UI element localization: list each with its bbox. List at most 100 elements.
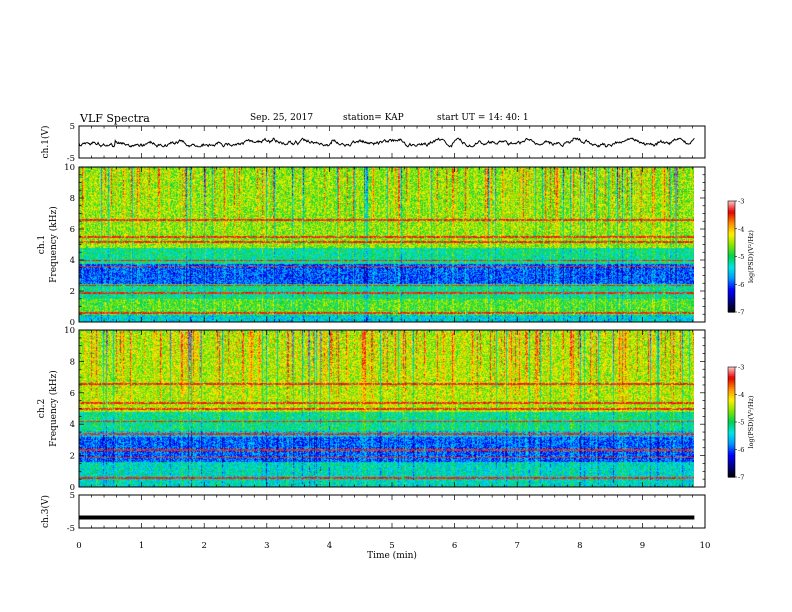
colorbar-segment: [728, 280, 735, 283]
colorbar-segment: [728, 238, 735, 241]
colorbar-segment: [728, 308, 735, 311]
colorbar-segment: [728, 379, 735, 383]
colorbar-segment: [728, 239, 735, 243]
colorbar-segment: [728, 370, 735, 374]
colorbar-segment: [728, 208, 735, 211]
colorbar-segment: [728, 306, 735, 309]
colorbar-segment: [728, 241, 735, 245]
colorbar-segment: [728, 250, 735, 254]
colorbar-segment: [728, 278, 735, 282]
ch2-spectrogram-ytick-label: 4: [70, 420, 75, 430]
station-label: station= KAP: [343, 113, 404, 123]
colorbar-segment: [728, 243, 735, 246]
ch3-waveform-ytick-label: -5: [67, 524, 75, 534]
ch1-waveform-ytick-label: -5: [67, 154, 75, 164]
colorbar-segment: [728, 376, 735, 379]
colorbar-segment: [728, 213, 735, 217]
x-tick-label: 6: [452, 541, 457, 551]
colorbar-segment: [728, 400, 735, 403]
colorbar-segment: [728, 467, 735, 471]
start-time-label: start UT = 14: 40: 1: [437, 113, 529, 123]
colorbar-segment: [728, 228, 735, 232]
colorbar-segment: [728, 265, 735, 269]
colorbar-segment: [728, 226, 735, 230]
colorbar-segment: [728, 403, 735, 407]
colorbar-segment: [728, 447, 735, 451]
colorbar-segment: [728, 440, 735, 443]
ch1-spectrogram-channel-label: ch.1: [37, 235, 47, 254]
colorbar-segment: [728, 449, 735, 452]
colorbar-segment: [728, 372, 735, 375]
x-tick-label: 4: [327, 541, 332, 551]
x-tick-label: 7: [514, 541, 519, 551]
colorbar-segment: [728, 262, 735, 265]
colorbar-tick-label: -5: [738, 253, 744, 261]
x-tick-label: 8: [577, 541, 582, 551]
colorbar-segment: [728, 210, 735, 213]
colorbar-segment: [728, 431, 735, 434]
colorbar-segment: [728, 273, 735, 276]
colorbar-segment: [728, 475, 735, 478]
colorbar-segment: [728, 291, 735, 295]
colorbar-segment: [728, 396, 735, 399]
colorbar-segment: [728, 390, 735, 394]
colorbar-segment: [728, 293, 735, 296]
colorbar-segment: [728, 434, 735, 438]
colorbar-segment: [728, 381, 735, 385]
colorbar-segment: [728, 385, 735, 388]
ch1-spectrogram-ytick-label: 10: [64, 163, 75, 173]
colorbar-segment: [728, 225, 735, 228]
x-tick-label: 5: [389, 541, 394, 551]
colorbar-segment: [728, 401, 735, 405]
x-tick-label: 9: [640, 541, 645, 551]
colorbar-tick-label: -6: [738, 446, 744, 454]
colorbar-label: log(PSD)(V²/Hz): [747, 230, 755, 283]
colorbar-segment: [728, 460, 735, 463]
colorbar-segment: [728, 416, 735, 419]
colorbar-tick-label: -6: [738, 281, 744, 289]
colorbar-segment: [728, 367, 735, 370]
ch2-spectrogram-ytick-label: 10: [64, 326, 75, 336]
colorbar-segment: [728, 423, 735, 427]
colorbar-segment: [728, 271, 735, 274]
ch2-spectrogram-ylabel: Frequency (kHz): [48, 370, 59, 447]
colorbar-segment: [728, 414, 735, 418]
ch1-waveform-ylabel: ch.1(V): [40, 126, 51, 159]
ch1-waveform-ytick-label: 5: [70, 122, 75, 132]
colorbar-segment: [728, 223, 735, 226]
colorbar-segment: [728, 204, 735, 208]
colorbar-segment: [728, 425, 735, 429]
chart-title: VLF Spectra: [80, 112, 150, 125]
colorbar-segment: [728, 206, 735, 209]
ch1-spectrogram-ytick-label: 2: [70, 287, 75, 297]
colorbar-segment: [728, 300, 735, 304]
colorbar-segment: [728, 276, 735, 280]
colorbar-segment: [728, 451, 735, 454]
colorbar-segment: [728, 422, 735, 425]
colorbar-tick-label: -5: [738, 419, 744, 427]
ch2-spectrogram-ytick-label: 8: [70, 357, 75, 367]
colorbar-segment: [728, 219, 735, 222]
colorbar-segment: [728, 286, 735, 289]
colorbar-segment: [728, 398, 735, 401]
ch3-waveform-ytick-label: 5: [70, 491, 75, 501]
colorbar-segment: [728, 438, 735, 441]
colorbar-segment: [728, 234, 735, 237]
colorbar-tick-label: -3: [738, 364, 744, 372]
ch2-spectrogram-image: [79, 330, 694, 487]
colorbar-segment: [728, 464, 735, 467]
colorbar-tick-label: -7: [738, 474, 744, 482]
colorbar-segment: [728, 442, 735, 445]
colorbar-segment: [728, 473, 735, 476]
colorbar-segment: [728, 374, 735, 377]
ch1-waveform-line: [78, 137, 695, 148]
colorbar-segment: [728, 420, 735, 423]
ch1-spectrogram-ytick-label: 0: [70, 318, 75, 328]
ch1-spectrogram-ytick-label: 8: [70, 194, 75, 204]
colorbar-segment: [728, 453, 735, 456]
ch1-spectrogram-image: [79, 167, 694, 322]
colorbar-segment: [728, 221, 735, 224]
colorbar-segment: [728, 310, 735, 313]
colorbar-tick-label: -4: [738, 391, 744, 399]
